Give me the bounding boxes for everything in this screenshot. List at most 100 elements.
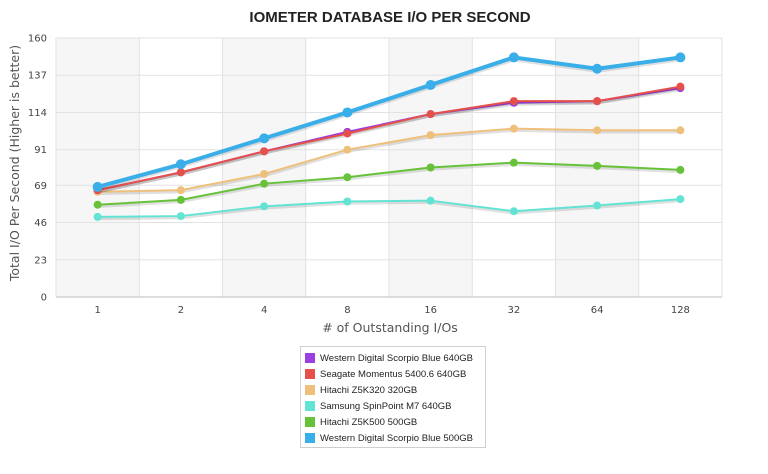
data-point <box>342 107 353 118</box>
data-point <box>92 181 103 192</box>
data-point <box>675 52 686 63</box>
legend-item: Western Digital Scorpio Blue 500GB <box>305 430 481 446</box>
data-point <box>508 52 519 63</box>
y-tick-label: 23 <box>34 255 47 266</box>
data-point <box>676 126 685 135</box>
data-point <box>93 200 102 209</box>
series <box>93 124 685 196</box>
series-layer <box>92 52 686 221</box>
series-line-shadow <box>97 129 681 196</box>
series-line-shadow <box>97 163 681 208</box>
y-tick-label: 137 <box>28 71 47 82</box>
data-point <box>343 145 352 154</box>
legend-item: Hitachi Z5K500 500GB <box>305 414 481 430</box>
x-tick-label: 32 <box>508 305 521 316</box>
y-tick-label: 114 <box>28 108 47 119</box>
data-point <box>260 202 269 211</box>
series-line-shadow <box>97 87 681 194</box>
data-point <box>676 195 685 204</box>
data-point <box>93 212 102 221</box>
data-point <box>509 158 518 167</box>
legend-item: Hitachi Z5K320 320GB <box>305 382 481 398</box>
legend-swatch <box>305 353 315 363</box>
legend-item: Seagate Momentus 5400.6 640GB <box>305 366 481 382</box>
legend-item: Western Digital Scorpio Blue 640GB <box>305 350 481 366</box>
y-tick-label: 160 <box>28 34 47 45</box>
data-point <box>259 133 270 144</box>
data-point <box>592 63 603 74</box>
y-tick-label: 69 <box>34 181 47 192</box>
series <box>93 195 685 221</box>
data-point <box>260 147 269 156</box>
data-point <box>593 161 602 170</box>
series-line <box>97 198 681 218</box>
plot-column-band <box>222 38 306 297</box>
legend-swatch <box>305 369 315 379</box>
y-axis-label: Total I/O Per Second (Higher is better) <box>7 45 22 282</box>
legend-item: Samsung SpinPoint M7 640GB <box>305 398 481 414</box>
data-point <box>176 186 185 195</box>
x-tick-label: 8 <box>344 305 350 316</box>
data-point <box>343 197 352 206</box>
data-point <box>343 129 352 138</box>
series-line-shadow <box>97 88 681 194</box>
data-point <box>425 79 436 90</box>
x-axis-ticks: 1 2 4 8 16 32 64 128 <box>94 305 689 316</box>
series <box>92 52 686 192</box>
data-point <box>426 131 435 140</box>
data-point <box>343 173 352 182</box>
legend-label: Western Digital Scorpio Blue 500GB <box>320 432 473 444</box>
y-tick-label: 46 <box>34 218 47 229</box>
data-point <box>676 165 685 174</box>
y-axis-ticks: 0 23 46 69 91 114 137 160 <box>28 34 47 304</box>
data-point <box>426 163 435 172</box>
x-tick-label: 64 <box>591 305 604 316</box>
data-point <box>509 207 518 216</box>
plot-column-band <box>56 38 140 297</box>
legend-swatch <box>305 401 315 411</box>
legend-label: Hitachi Z5K500 500GB <box>320 416 418 428</box>
x-tick-label: 4 <box>261 305 267 316</box>
series-line <box>97 55 681 189</box>
y-tick-label: 0 <box>41 293 47 304</box>
legend-swatch <box>305 433 315 443</box>
x-tick-label: 2 <box>178 305 184 316</box>
data-point <box>593 126 602 135</box>
series-line <box>97 127 681 193</box>
data-point <box>426 196 435 205</box>
data-point <box>509 97 518 106</box>
legend-swatch <box>305 385 315 395</box>
y-tick-label: 91 <box>34 145 47 156</box>
x-tick-label: 16 <box>424 305 437 316</box>
series-line <box>97 161 681 206</box>
plot-column-band <box>472 38 556 297</box>
legend-label: Samsung SpinPoint M7 640GB <box>320 400 452 412</box>
data-point <box>593 97 602 106</box>
data-point <box>176 195 185 204</box>
x-tick-label: 1 <box>94 305 100 316</box>
data-point <box>176 212 185 221</box>
legend-label: Western Digital Scorpio Blue 640GB <box>320 352 473 364</box>
plot-area <box>55 37 723 298</box>
series <box>93 158 685 209</box>
series-line <box>97 85 681 192</box>
chart-title: IOMETER DATABASE I/O PER SECOND <box>249 9 530 26</box>
x-tick-label: 128 <box>671 305 690 316</box>
x-axis-label: # of Outstanding I/Os <box>322 320 458 335</box>
legend-label: Seagate Momentus 5400.6 640GB <box>320 368 467 380</box>
data-point <box>260 179 269 188</box>
data-point <box>176 168 185 177</box>
data-point <box>593 201 602 210</box>
data-point <box>175 159 186 170</box>
legend-swatch <box>305 417 315 427</box>
data-point <box>426 110 435 119</box>
plot-column-band <box>305 38 389 297</box>
series <box>93 82 685 195</box>
series-line-shadow <box>97 199 681 221</box>
data-point <box>676 82 685 91</box>
legend-label: Hitachi Z5K320 320GB <box>320 384 418 396</box>
data-point <box>509 124 518 133</box>
chart-legend: Western Digital Scorpio Blue 640GB Seagat… <box>300 346 486 448</box>
data-point <box>260 169 269 178</box>
